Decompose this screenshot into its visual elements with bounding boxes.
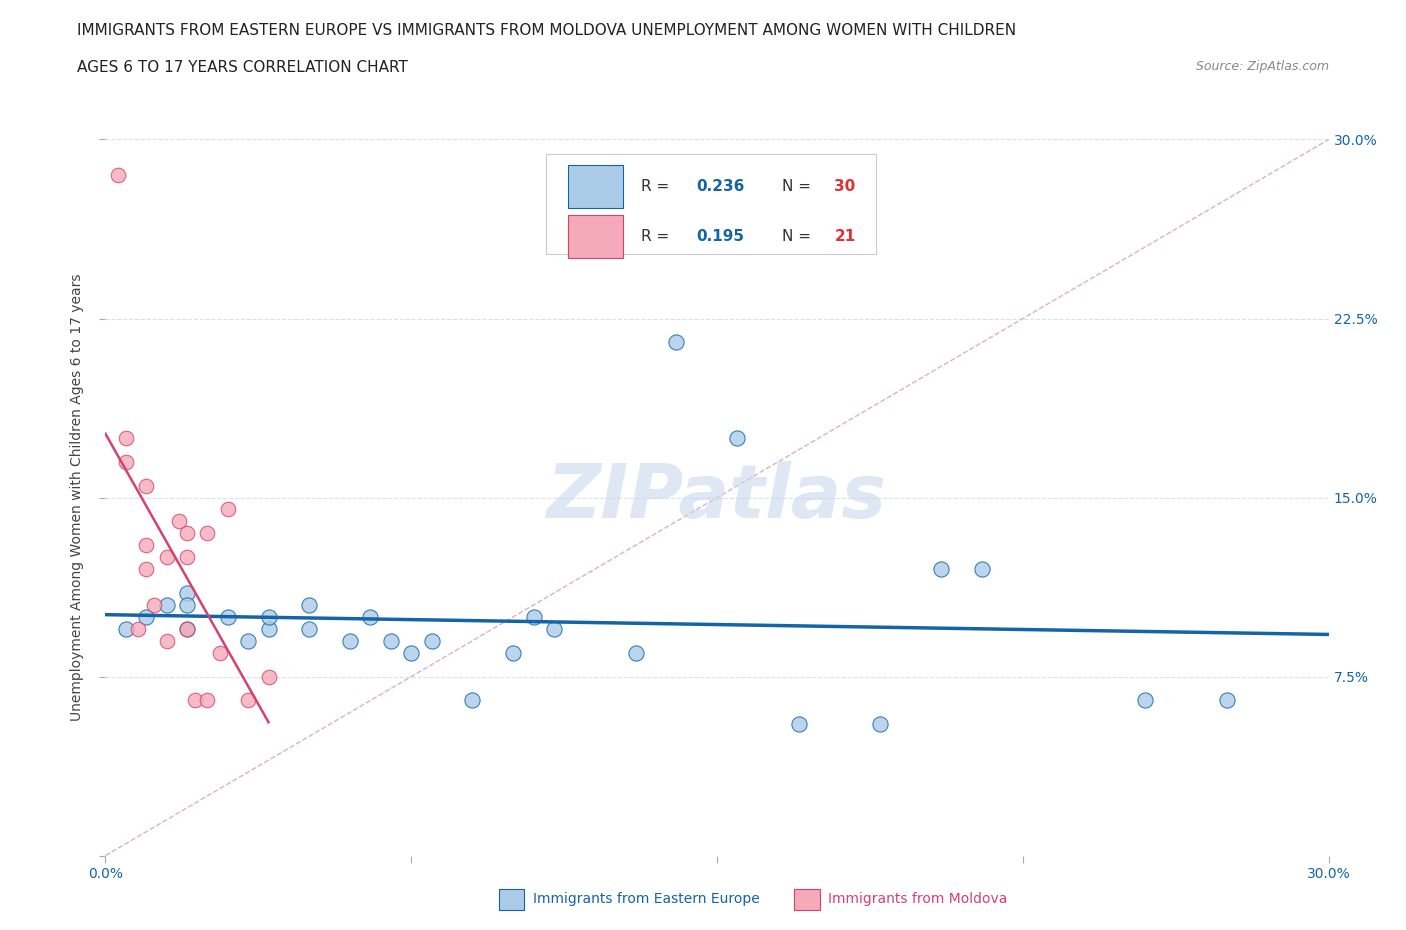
Point	[298, 598, 321, 613]
Point	[197, 693, 219, 708]
Point	[176, 526, 198, 541]
Point	[665, 335, 688, 350]
Point	[156, 598, 179, 613]
Text: 0.195: 0.195	[696, 229, 744, 244]
Point	[156, 633, 179, 648]
Text: R =: R =	[641, 179, 675, 193]
Point	[787, 717, 810, 732]
Point	[401, 645, 423, 660]
Point	[461, 693, 484, 708]
Point	[380, 633, 402, 648]
Y-axis label: Unemployment Among Women with Children Ages 6 to 17 years: Unemployment Among Women with Children A…	[70, 273, 84, 722]
Point	[217, 502, 239, 517]
Text: R =: R =	[641, 229, 675, 244]
Text: N =: N =	[782, 229, 815, 244]
Point	[970, 562, 993, 577]
Point	[135, 609, 157, 624]
Point	[624, 645, 647, 660]
Point	[197, 526, 219, 541]
Point	[236, 693, 260, 708]
Point	[217, 609, 239, 624]
Point	[523, 609, 546, 624]
Bar	[499, 889, 524, 910]
Point	[236, 633, 260, 648]
Text: Immigrants from Moldova: Immigrants from Moldova	[828, 892, 1008, 907]
Point	[115, 431, 138, 445]
FancyBboxPatch shape	[546, 153, 876, 254]
Point	[135, 478, 157, 493]
Point	[208, 645, 231, 660]
Point	[143, 598, 166, 613]
Point	[257, 670, 280, 684]
Point	[176, 586, 198, 601]
Text: 0.236: 0.236	[696, 179, 745, 193]
Point	[176, 621, 198, 636]
Text: 30: 30	[835, 179, 856, 193]
Point	[176, 598, 198, 613]
Point	[502, 645, 524, 660]
Point	[257, 621, 280, 636]
Point	[135, 562, 157, 577]
Bar	[568, 165, 623, 207]
Point	[115, 621, 138, 636]
Point	[257, 609, 280, 624]
Point	[1133, 693, 1156, 708]
Point	[184, 693, 207, 708]
Text: 21: 21	[835, 229, 856, 244]
Point	[420, 633, 443, 648]
Point	[1216, 693, 1239, 708]
Point	[107, 168, 129, 183]
Point	[298, 621, 321, 636]
Bar	[568, 215, 623, 258]
Point	[360, 609, 382, 624]
Text: N =: N =	[782, 179, 815, 193]
Point	[176, 550, 198, 565]
Point	[156, 550, 179, 565]
Text: Source: ZipAtlas.com: Source: ZipAtlas.com	[1195, 60, 1329, 73]
Point	[167, 514, 190, 529]
Point	[727, 431, 749, 445]
Point	[115, 455, 138, 470]
Text: Immigrants from Eastern Europe: Immigrants from Eastern Europe	[533, 892, 759, 907]
Point	[869, 717, 891, 732]
Text: IMMIGRANTS FROM EASTERN EUROPE VS IMMIGRANTS FROM MOLDOVA UNEMPLOYMENT AMONG WOM: IMMIGRANTS FROM EASTERN EUROPE VS IMMIGR…	[77, 23, 1017, 38]
Point	[543, 621, 565, 636]
Point	[127, 621, 149, 636]
Point	[135, 538, 157, 552]
Point	[176, 621, 198, 636]
Text: AGES 6 TO 17 YEARS CORRELATION CHART: AGES 6 TO 17 YEARS CORRELATION CHART	[77, 60, 408, 75]
Text: ZIPatlas: ZIPatlas	[547, 461, 887, 534]
Bar	[794, 889, 820, 910]
Point	[339, 633, 361, 648]
Point	[931, 562, 953, 577]
